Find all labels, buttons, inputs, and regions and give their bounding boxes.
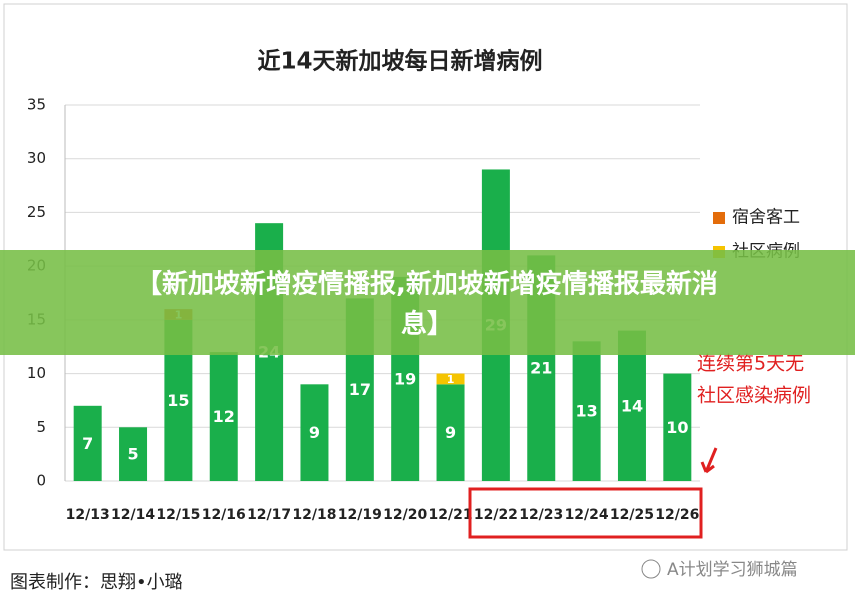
y-tick-label: 30 xyxy=(27,149,46,167)
y-tick-label: 35 xyxy=(27,96,46,114)
x-tick-label: 12/18 xyxy=(292,507,336,523)
x-tick-label: 12/14 xyxy=(111,507,155,523)
y-tick-label: 25 xyxy=(27,203,46,221)
data-label: 13 xyxy=(575,402,597,421)
bar xyxy=(300,384,329,481)
y-tick-label: 0 xyxy=(36,472,46,490)
x-tick-label: 12/13 xyxy=(66,507,110,523)
x-tick-label: 12/24 xyxy=(565,507,609,523)
x-tick-label: 12/15 xyxy=(156,507,200,523)
x-tick-label: 12/19 xyxy=(338,507,382,523)
watermark-icon xyxy=(641,559,661,579)
x-tick-label: 12/22 xyxy=(474,507,518,523)
legend-swatch xyxy=(713,212,725,224)
footer: 图表制作：思翔•小璐 xyxy=(10,572,183,593)
x-tick-label: 12/17 xyxy=(247,507,291,523)
y-tick-label: 10 xyxy=(27,364,46,382)
data-label: 9 xyxy=(309,423,320,442)
bar xyxy=(119,427,148,481)
bar xyxy=(209,352,238,481)
bar xyxy=(617,330,646,481)
data-label: 5 xyxy=(127,445,138,464)
x-tick-label: 12/26 xyxy=(655,507,699,523)
y-tick-label: 5 xyxy=(36,418,46,436)
data-label: 1 xyxy=(447,373,455,386)
x-tick-label: 12/21 xyxy=(428,507,472,523)
data-label: 7 xyxy=(82,434,93,453)
bar xyxy=(436,373,465,385)
data-label: 21 xyxy=(530,359,552,378)
data-label: 17 xyxy=(349,380,371,399)
bar xyxy=(572,341,601,481)
chart-title: 近14天新加坡每日新增病例 xyxy=(257,48,542,75)
x-tick-label: 12/25 xyxy=(610,507,654,523)
watermark: A计划学习狮城篇 xyxy=(667,560,798,580)
data-label: 10 xyxy=(666,418,688,437)
data-label: 19 xyxy=(394,369,416,388)
bar xyxy=(436,384,465,481)
banner-text: 【新加坡新增疫情播报,新加坡新增疫情播报最新消 xyxy=(136,269,718,300)
data-label: 9 xyxy=(445,423,456,442)
bar xyxy=(663,373,692,481)
data-label: 14 xyxy=(621,396,643,415)
arrow xyxy=(700,447,718,474)
data-label: 15 xyxy=(167,391,189,410)
annotation: 连续第5天无 xyxy=(697,353,804,375)
x-tick-label: 12/16 xyxy=(202,507,246,523)
banner xyxy=(0,250,855,355)
bar xyxy=(73,405,102,481)
banner-text: 息】 xyxy=(401,309,453,340)
data-label: 12 xyxy=(213,407,235,426)
highlight-box xyxy=(468,487,703,539)
x-tick-label: 12/23 xyxy=(519,507,563,523)
x-tick-label: 12/20 xyxy=(383,507,427,523)
annotation: 社区感染病例 xyxy=(697,385,811,407)
legend-label: 宿舍客工 xyxy=(732,208,800,228)
